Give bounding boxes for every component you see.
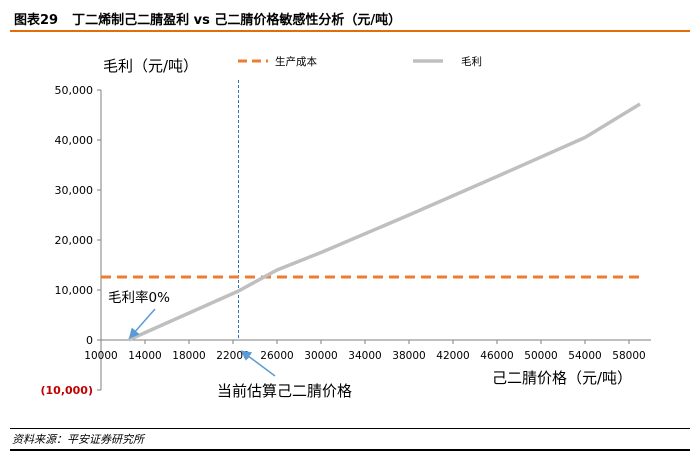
annotation-zero-margin: 毛利率0%: [108, 289, 170, 306]
y-tick-label: 20,000: [55, 234, 94, 247]
annotation-current-price: 当前估算己二腈价格: [217, 382, 352, 400]
x-tick-label: 34000: [348, 350, 381, 362]
margin-series-line: [127, 102, 641, 342]
x-tick-label: 26000: [260, 350, 293, 362]
figure-title: 图表29 丁二烯制己二腈盈利 vs 己二腈价格敏感性分析（元/吨）: [14, 9, 401, 28]
legend-label: 生产成本: [275, 55, 317, 68]
figure-title-text: 丁二烯制己二腈盈利 vs 己二腈价格敏感性分析（元/吨）: [72, 13, 402, 28]
footer-rule: [10, 428, 690, 429]
x-tick-label: 18000: [172, 350, 205, 362]
chart: (10,000) 0 10,000 20,000 30,000 40,000 50,000 1…: [40, 55, 651, 400]
x-tick-label: 10000: [84, 350, 117, 362]
y-tick-label: 30,000: [55, 184, 94, 197]
x-tick-label: 54000: [568, 350, 601, 362]
x-tick-label: 38000: [392, 350, 425, 362]
y-tick-label: 10,000: [55, 284, 94, 297]
x-tick-label: 46000: [480, 350, 513, 362]
figure-title-bar: 图表29 丁二烯制己二腈盈利 vs 己二腈价格敏感性分析（元/吨）: [10, 6, 690, 32]
x-tick-label: 22000: [216, 350, 249, 362]
source-note: 资料来源：平安证券研究所: [12, 433, 144, 446]
y-tick-label: 50,000: [55, 84, 94, 97]
y-axis-title: 毛利（元/吨）: [103, 57, 198, 75]
footer-bottom-rule: [10, 449, 690, 451]
x-axis-title: 己二腈价格（元/吨）: [492, 369, 632, 387]
y-tick-label: 40,000: [55, 134, 94, 147]
annotation-current-price-arrow: [240, 350, 276, 377]
annotation-zero-margin-arrow: [128, 308, 156, 339]
x-tick-label: 50000: [524, 350, 557, 362]
x-tick-label: 14000: [128, 350, 161, 362]
figure-number: 图表29: [14, 13, 59, 28]
x-tick-label: 42000: [436, 350, 469, 362]
x-tick-label: 58000: [612, 350, 645, 362]
y-tick-label: 0: [86, 334, 93, 347]
y-tick-label: (10,000): [40, 384, 93, 397]
x-tick-label: 30000: [304, 350, 337, 362]
legend-label: 毛利: [461, 56, 482, 68]
